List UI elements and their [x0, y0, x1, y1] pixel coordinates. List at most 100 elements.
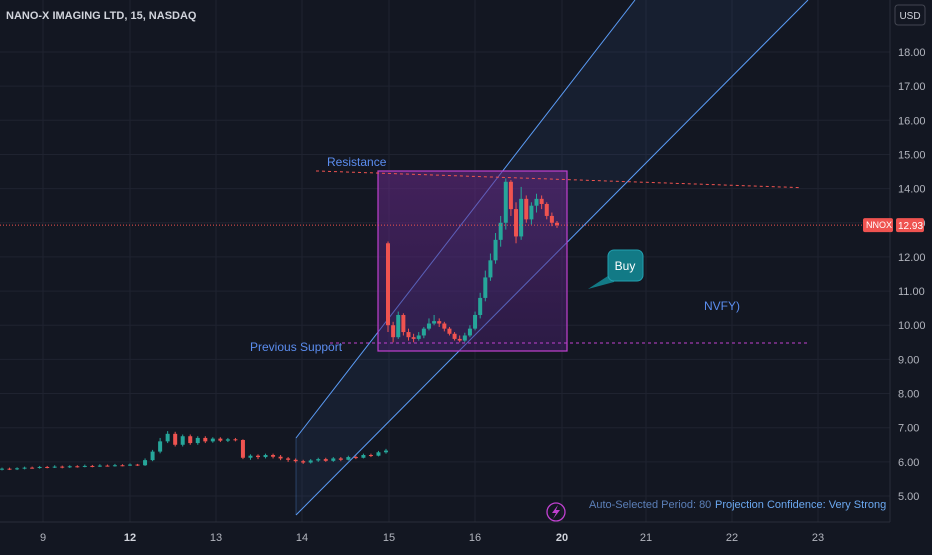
candle-body: [549, 215, 554, 223]
candle-body: [37, 466, 42, 468]
candle-body: [519, 198, 524, 237]
y-tick-label: 15.00: [898, 149, 926, 161]
candle-body: [534, 198, 539, 206]
time-axis[interactable]: [0, 522, 932, 550]
candle-body: [368, 455, 373, 457]
annotations: Resistance Previous Support NVFY) Buy Auto-S…: [250, 155, 886, 522]
resistance-line: [315, 170, 801, 189]
candle-body: [195, 437, 200, 444]
candle-body: [52, 466, 57, 468]
candle-body: [188, 436, 193, 444]
price-tag-value-bg: [896, 218, 924, 233]
candle-body: [15, 468, 20, 470]
candle-body: [401, 314, 406, 333]
x-tick-label: 12: [124, 532, 136, 544]
candle-body: [483, 277, 488, 298]
candle-body: [473, 314, 478, 329]
x-tick-label: 9: [40, 532, 46, 544]
y-tick-label: 6.00: [898, 457, 919, 469]
candle-body: [128, 464, 132, 466]
x-tick-label: 14: [296, 532, 308, 544]
lightning-bolt-icon[interactable]: [546, 502, 566, 522]
price-tag-symbol-bg: [863, 218, 893, 233]
candle-body: [271, 455, 276, 457]
y-tick-label: 5.00: [898, 491, 919, 503]
x-tick-label: 16: [469, 532, 481, 544]
y-tick-label: 11.00: [898, 286, 925, 298]
price-axis[interactable]: [890, 0, 932, 522]
candle-body: [462, 335, 467, 341]
y-tick-label: 7.00: [898, 423, 919, 435]
candle-body: [218, 438, 223, 441]
candle-body: [248, 455, 253, 458]
symbol-title: NANO-X IMAGING LTD, 15, NASDAQ: [6, 10, 197, 22]
candle-body: [45, 466, 50, 468]
candle-body: [406, 332, 411, 338]
candle-body: [493, 239, 498, 261]
candle-body: [143, 460, 148, 466]
candles: [0, 178, 559, 471]
candle-body: [437, 321, 442, 324]
candle-body: [508, 181, 513, 210]
candle-body: [165, 433, 170, 442]
x-tick-label: 20: [556, 532, 568, 544]
candle-body: [376, 452, 381, 456]
buy-callout-box: [607, 249, 644, 282]
price-tag-symbol: NNOX: [866, 220, 892, 230]
buy-label: Buy: [615, 259, 636, 273]
currency-button[interactable]: USD: [894, 4, 926, 26]
candle-body: [7, 468, 12, 470]
y-tick-label: 9.00: [898, 354, 919, 366]
candle-body: [488, 260, 493, 278]
y-tick-label: 17.00: [898, 81, 926, 93]
candle-body: [524, 198, 529, 220]
candle-body: [203, 437, 208, 442]
candle-body: [503, 181, 508, 223]
range-box: [377, 170, 568, 352]
candle-body: [447, 328, 452, 334]
candle-body: [286, 458, 291, 460]
candle-body: [338, 458, 343, 460]
candle-body: [353, 457, 358, 459]
candle-body: [75, 466, 80, 468]
candle-body: [452, 333, 457, 339]
candle-body: [346, 457, 351, 460]
y-tick-label: 14.00: [898, 184, 926, 196]
candle-body: [233, 439, 238, 441]
candle-body: [278, 456, 283, 459]
candle-body: [180, 436, 185, 445]
auto-period-label: Auto-Selected Period: 80: [589, 499, 711, 511]
x-tick-label: 23: [812, 532, 824, 544]
currency-button-label[interactable]: USD: [899, 11, 920, 22]
x-tick-label: 21: [640, 532, 652, 544]
lightning-bolt-icon-ring: [546, 502, 566, 522]
candle-body: [442, 323, 447, 329]
candle-body: [158, 441, 163, 452]
y-tick-label: 18.00: [898, 47, 926, 59]
candle-body: [308, 460, 313, 463]
x-tick-label: 13: [210, 532, 222, 544]
candle-body: [173, 433, 178, 445]
candle-body: [120, 465, 125, 467]
projection-confidence-label: Projection Confidence: Very Strong: [715, 499, 886, 511]
candle-body: [112, 465, 117, 467]
candle-body: [323, 459, 328, 461]
candle-body: [396, 314, 401, 338]
candle-body: [432, 321, 437, 324]
candle-body: [256, 455, 260, 458]
price-tag-value: 12.93: [898, 221, 923, 232]
candle-body: [416, 335, 421, 339]
currency-button-bg[interactable]: [894, 4, 926, 26]
candle-body: [386, 243, 390, 326]
buy-callout-pointer: [588, 272, 614, 289]
candle-body: [135, 464, 140, 466]
candle-body: [82, 465, 87, 467]
candle-body: [97, 465, 102, 467]
y-tick-label: 16.00: [898, 115, 926, 127]
candle-body: [293, 459, 298, 462]
candle-body: [60, 466, 65, 468]
y-tick-label: 12.00: [898, 252, 926, 264]
candle-body: [555, 222, 559, 226]
